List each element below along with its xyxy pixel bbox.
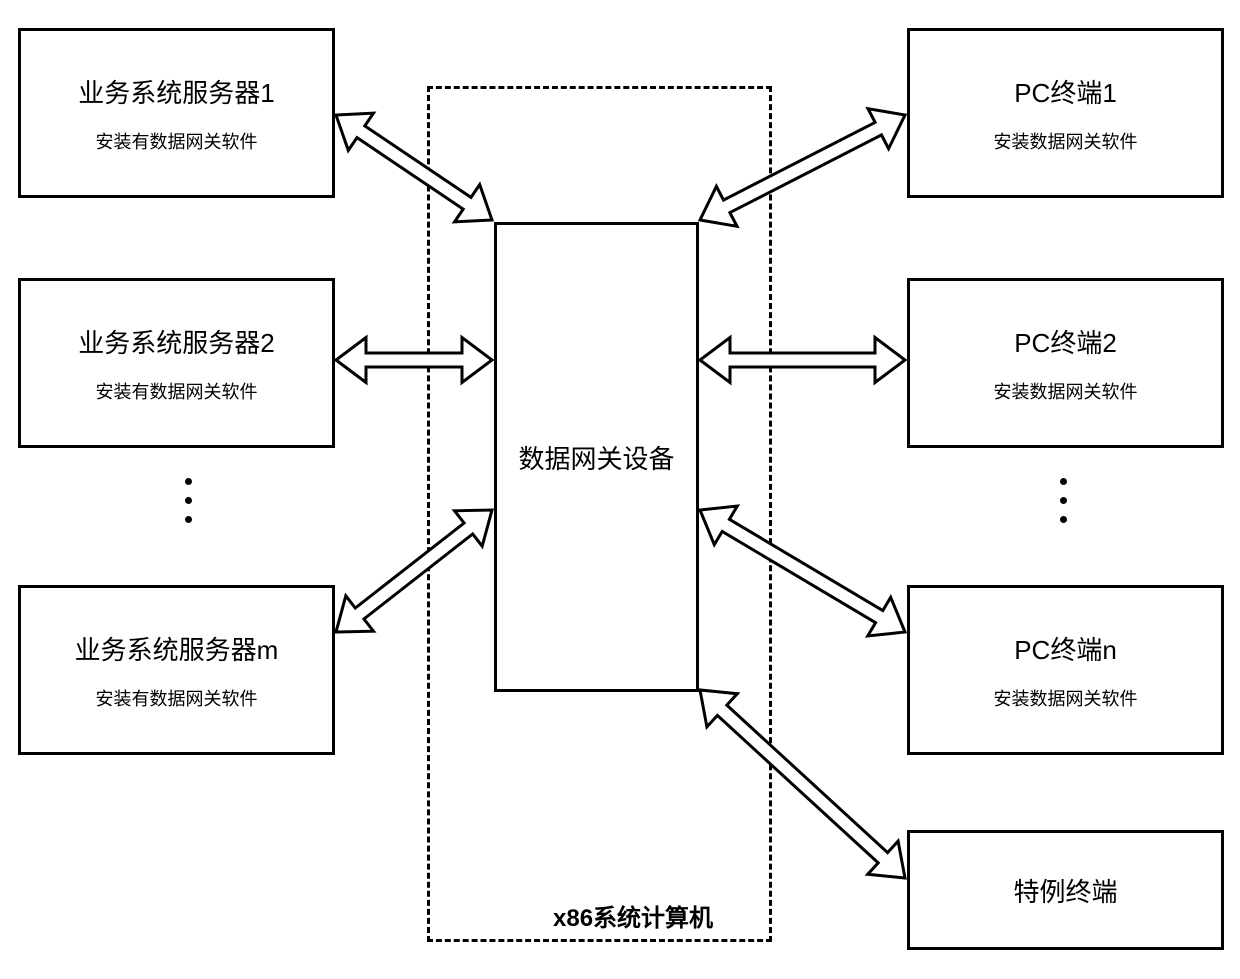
right-node-3-title: 特例终端: [1013, 872, 1117, 909]
bidirectional-arrow: [336, 113, 492, 222]
left-node-2-subtitle: 安装有数据网关软件: [96, 685, 258, 711]
vertical-ellipsis-0: [185, 478, 192, 523]
right-node-2: PC终端n 安装数据网关软件: [907, 585, 1224, 755]
right-node-0-subtitle: 安装数据网关软件: [994, 128, 1138, 154]
left-node-2: 业务系统服务器m 安装有数据网关软件: [18, 585, 335, 755]
bidirectional-arrow: [336, 510, 492, 632]
right-node-3: 特例终端: [907, 830, 1224, 950]
vertical-ellipsis-1: [1060, 478, 1067, 523]
bidirectional-arrow: [700, 690, 905, 878]
right-node-1: PC终端2 安装数据网关软件: [907, 278, 1224, 448]
left-node-0-title: 业务系统服务器1: [78, 73, 274, 110]
left-node-1: 业务系统服务器2 安装有数据网关软件: [18, 278, 335, 448]
right-node-0: PC终端1 安装数据网关软件: [907, 28, 1224, 198]
left-node-1-subtitle: 安装有数据网关软件: [96, 378, 258, 404]
right-node-0-title: PC终端1: [1014, 73, 1117, 110]
left-node-2-title: 业务系统服务器m: [75, 630, 279, 667]
right-node-1-subtitle: 安装数据网关软件: [994, 378, 1138, 404]
left-node-0: 业务系统服务器1 安装有数据网关软件: [18, 28, 335, 198]
left-node-1-title: 业务系统服务器2: [78, 323, 274, 360]
bidirectional-arrow: [336, 338, 492, 383]
right-node-1-title: PC终端2: [1014, 323, 1117, 360]
right-node-2-title: PC终端n: [1014, 630, 1117, 667]
left-node-0-subtitle: 安装有数据网关软件: [96, 128, 258, 154]
bidirectional-arrow: [700, 109, 905, 227]
bidirectional-arrow: [700, 338, 905, 383]
right-node-2-subtitle: 安装数据网关软件: [994, 685, 1138, 711]
bidirectional-arrow: [700, 506, 905, 636]
